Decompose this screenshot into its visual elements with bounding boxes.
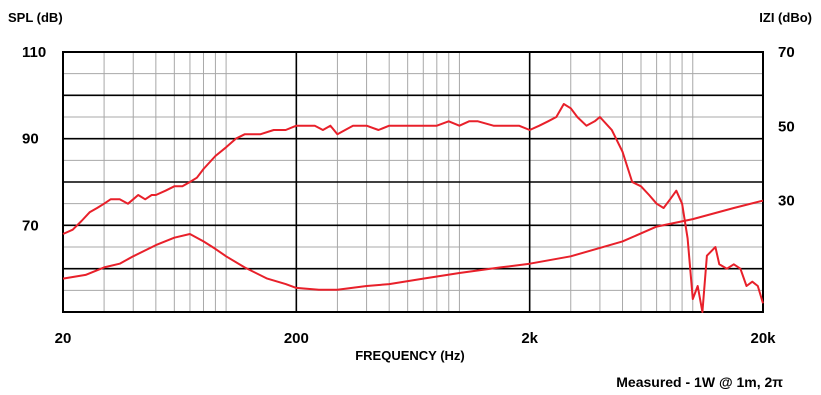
impedance-line — [62, 199, 764, 291]
axes-frame — [62, 51, 764, 313]
y-tick-label-left: 110 — [22, 44, 46, 61]
series-layer — [62, 103, 764, 313]
tick-layer: 20 200 2k 20k 110 90 70 70 50 30 — [22, 44, 795, 347]
x-tick-label: 20 — [55, 330, 72, 347]
x-tick-label: 200 — [284, 330, 309, 347]
y-tick-label-left: 90 — [22, 131, 39, 148]
x-tick-label: 20k — [750, 330, 776, 347]
plot-frame — [62, 51, 764, 313]
spl-response-line — [62, 103, 764, 313]
x-tick-label: 2k — [521, 330, 538, 347]
grid-major — [62, 51, 764, 313]
y-tick-label-left: 70 — [22, 217, 39, 234]
measurement-note: Measured - 1W @ 1m, 2π — [616, 374, 783, 390]
y-tick-label-right: 70 — [778, 44, 795, 61]
y-axis-label-right: IZI (dBo) — [759, 10, 812, 25]
y-tick-label-right: 30 — [778, 193, 795, 210]
y-tick-label-right: 50 — [778, 118, 795, 135]
x-axis-label: FREQUENCY (Hz) — [355, 348, 465, 363]
y-axis-label-left: SPL (dB) — [8, 10, 63, 25]
